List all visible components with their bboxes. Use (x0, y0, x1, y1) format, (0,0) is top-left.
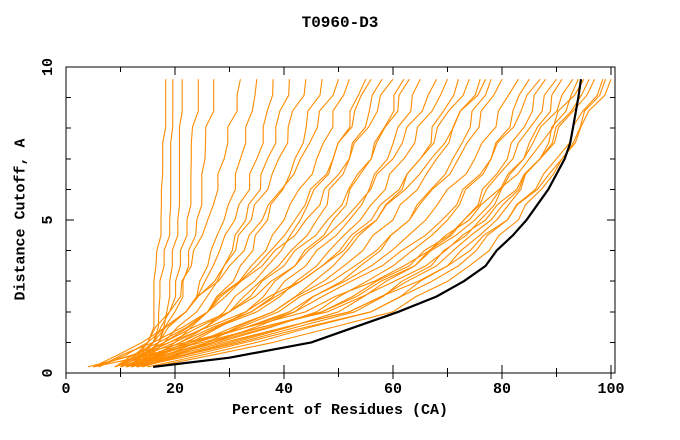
chart-title: T0960-D3 (301, 14, 379, 32)
x-tick-label: 20 (165, 381, 184, 398)
x-tick-label: 0 (61, 381, 71, 398)
y-tick-label: 5 (40, 215, 57, 225)
x-tick-label: 100 (597, 381, 625, 398)
x-tick-label: 80 (492, 381, 511, 398)
x-tick-label: 40 (274, 381, 293, 398)
y-tick-label: 0 (40, 368, 57, 378)
y-tick-label: 10 (40, 58, 57, 77)
x-axis-label: Percent of Residues (CA) (231, 402, 449, 419)
x-tick-label: 60 (383, 381, 402, 398)
